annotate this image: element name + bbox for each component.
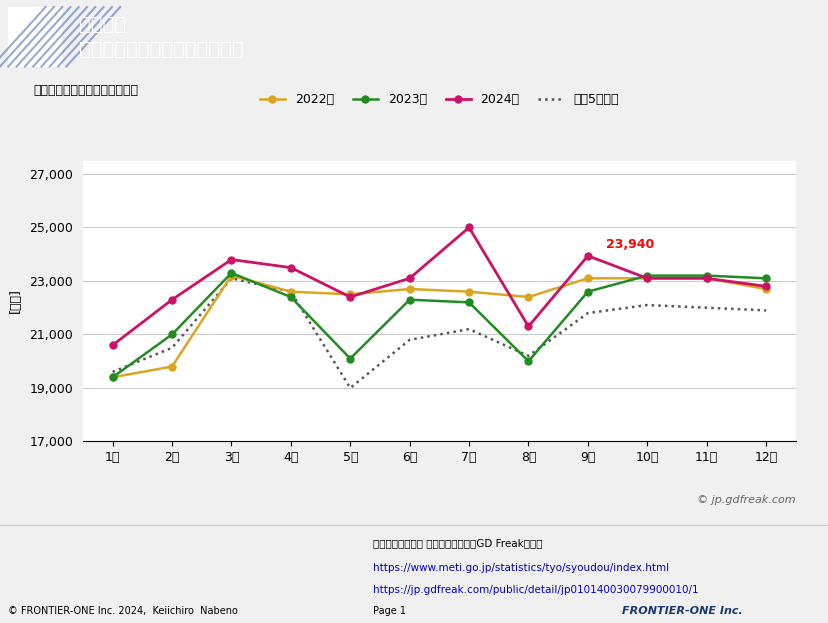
Y-axis label: [億円]: [億円]	[9, 288, 22, 313]
FancyBboxPatch shape	[8, 7, 62, 67]
Legend: 2022年, 2023年, 2024年, 過去5年平均: 2022年, 2023年, 2024年, 過去5年平均	[254, 88, 623, 112]
Text: https://jp.gdfreak.com/public/detail/jp010140030079900010/1: https://jp.gdfreak.com/public/detail/jp0…	[373, 585, 698, 595]
Text: 23,940: 23,940	[605, 238, 653, 251]
Text: FRONTIER-ONE Inc.: FRONTIER-ONE Inc.	[621, 606, 742, 616]
Text: 図表１、
化学製品卸売業の販売額の推移: 図表１、 化学製品卸売業の販売額の推移	[79, 16, 243, 59]
Text: 出所：経済産業省 商業動態統計よりGD Freakが作成: 出所：経済産業省 商業動態統計よりGD Freakが作成	[373, 538, 542, 548]
Text: © jp.gdfreak.com: © jp.gdfreak.com	[696, 495, 795, 505]
Text: © FRONTIER-ONE Inc. 2024,  Keiichiro  Nabeno: © FRONTIER-ONE Inc. 2024, Keiichiro Nabe…	[8, 606, 238, 616]
Text: https://www.meti.go.jp/statistics/tyo/syoudou/index.html: https://www.meti.go.jp/statistics/tyo/sy…	[373, 563, 668, 573]
Text: Page 1: Page 1	[373, 606, 406, 616]
Text: 化学製品卸売業の販売額の推移: 化学製品卸売業の販売額の推移	[33, 83, 138, 97]
